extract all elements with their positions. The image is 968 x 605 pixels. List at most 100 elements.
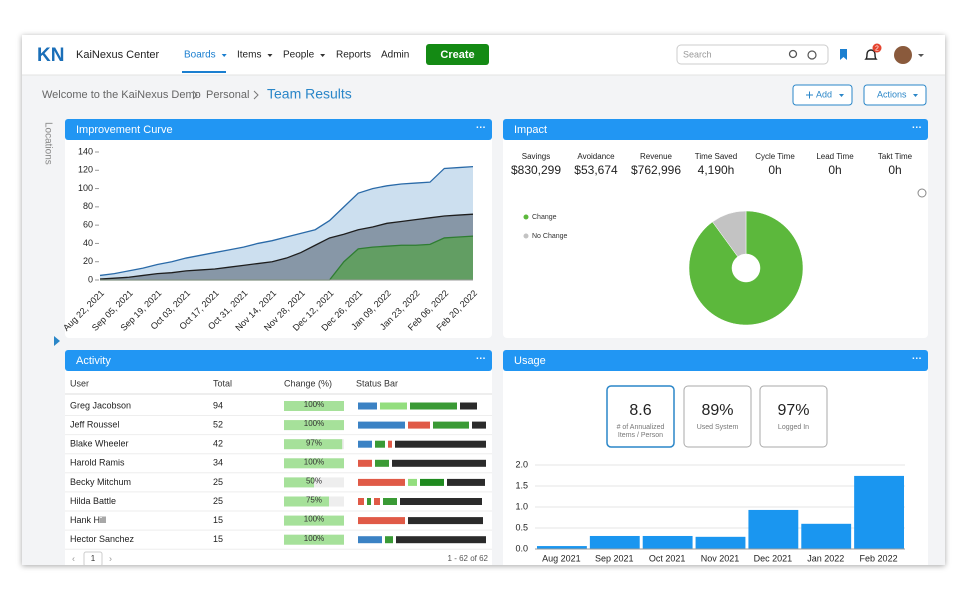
breadcrumb[interactable]: Personal bbox=[206, 89, 249, 101]
panel-menu[interactable]: ··· bbox=[476, 123, 486, 134]
chevron bbox=[192, 90, 198, 100]
change-label: 97% bbox=[306, 438, 322, 447]
search-box[interactable] bbox=[676, 44, 829, 65]
sidebar-toggle[interactable] bbox=[54, 336, 60, 346]
stat-value: 0h bbox=[888, 163, 901, 177]
button[interactable] bbox=[792, 84, 853, 106]
bar bbox=[748, 509, 799, 549]
total: 15 bbox=[213, 534, 223, 544]
status-segment bbox=[383, 498, 397, 505]
sidebar-label: Locations bbox=[42, 122, 53, 165]
total: 25 bbox=[213, 496, 223, 506]
status-segment bbox=[410, 402, 457, 410]
avatar[interactable] bbox=[894, 46, 912, 64]
status-segment bbox=[358, 440, 372, 448]
total: 25 bbox=[213, 477, 223, 487]
page-number: 1 bbox=[91, 554, 96, 563]
column-header: Status Bar bbox=[356, 378, 398, 388]
breadcrumb[interactable]: Welcome to the KaiNexus Demo bbox=[42, 89, 201, 101]
panel-menu[interactable]: ··· bbox=[476, 354, 486, 365]
create-button[interactable] bbox=[426, 44, 489, 65]
bell-icon[interactable] bbox=[864, 49, 878, 60]
user-name[interactable]: Hank Hill bbox=[70, 515, 106, 525]
change-bar bbox=[284, 439, 343, 450]
button-label: Actions bbox=[877, 89, 907, 99]
stat-value: 4,190h bbox=[698, 163, 735, 177]
user-name[interactable]: Hector Sanchez bbox=[70, 534, 135, 544]
panel-header bbox=[503, 350, 928, 371]
search-placeholder: Search bbox=[683, 49, 712, 59]
nav-item[interactable]: People bbox=[283, 50, 315, 61]
user-name[interactable]: Becky Mitchum bbox=[70, 477, 131, 487]
nav-item[interactable]: Admin bbox=[381, 50, 409, 61]
status-segment bbox=[375, 459, 389, 467]
button[interactable] bbox=[863, 84, 927, 106]
y-tick-label: 80 bbox=[83, 201, 93, 211]
stat-label: Time Saved bbox=[695, 152, 737, 161]
user-name[interactable]: Blake Wheeler bbox=[70, 439, 129, 449]
y-tick-label: 120 bbox=[78, 165, 93, 175]
change-bar bbox=[284, 515, 344, 526]
x-tick-label: Oct 2021 bbox=[649, 553, 686, 563]
user-name[interactable]: Greg Jacobson bbox=[70, 400, 131, 410]
stat-label: Cycle Time bbox=[755, 152, 795, 161]
legend-swatch bbox=[523, 214, 529, 220]
stat-card bbox=[759, 385, 828, 448]
stat-value: $762,996 bbox=[631, 163, 681, 177]
x-tick-label: Aug 2021 bbox=[542, 553, 581, 563]
status-segment bbox=[374, 498, 380, 505]
card-label: # of Annualized Items / Person bbox=[616, 424, 665, 439]
panel-menu[interactable]: ··· bbox=[912, 354, 922, 365]
window-content: KN KaiNexus Center Boards Items People Report… bbox=[22, 43, 945, 565]
change-bar bbox=[284, 534, 344, 545]
status-segment bbox=[472, 421, 486, 429]
badge-count: 2 bbox=[875, 45, 879, 52]
status-segment bbox=[375, 440, 385, 448]
change-label: 100% bbox=[304, 534, 324, 543]
y-tick-label: 60 bbox=[83, 220, 93, 230]
bar bbox=[642, 535, 693, 549]
bookmark-icon[interactable] bbox=[840, 49, 847, 60]
status-segment bbox=[395, 440, 486, 448]
panel-header bbox=[65, 350, 492, 371]
caret bbox=[839, 94, 844, 97]
nav-item[interactable]: Reports bbox=[336, 50, 371, 61]
bar bbox=[589, 535, 640, 549]
status-segment bbox=[460, 402, 477, 410]
total: 52 bbox=[213, 419, 223, 429]
status-segment bbox=[396, 536, 486, 544]
user-name[interactable]: Harold Ramis bbox=[70, 458, 125, 468]
status-segment bbox=[367, 498, 371, 505]
stat-label: Lead Time bbox=[816, 152, 854, 161]
page-range: 1 - 62 of 62 bbox=[448, 554, 489, 563]
x-tick-label: Dec 2021 bbox=[754, 553, 793, 563]
stat-label: Savings bbox=[522, 152, 550, 161]
nav-item[interactable]: Boards bbox=[184, 50, 216, 61]
bar bbox=[854, 475, 904, 549]
expand-icon[interactable] bbox=[917, 188, 927, 198]
change-label: 50% bbox=[306, 477, 322, 486]
stat-label: Avoidance bbox=[577, 152, 615, 161]
create-label: Create bbox=[440, 49, 474, 61]
caret bbox=[221, 54, 227, 57]
y-tick-label: 1.0 bbox=[515, 501, 528, 511]
change-bar bbox=[284, 477, 314, 488]
search-icon bbox=[788, 49, 798, 59]
status-segment bbox=[408, 421, 430, 429]
prev[interactable]: ‹ bbox=[72, 553, 75, 563]
user-name[interactable]: Jeff Roussel bbox=[70, 419, 119, 429]
status-segment bbox=[385, 536, 393, 544]
column-header: Total bbox=[213, 378, 232, 388]
user-name[interactable]: Hilda Battle bbox=[70, 496, 116, 506]
pie-slice bbox=[688, 210, 804, 326]
bar bbox=[801, 523, 852, 549]
nav-item[interactable]: Items bbox=[237, 50, 261, 61]
panel-menu[interactable]: ··· bbox=[912, 123, 922, 134]
line bbox=[99, 165, 474, 277]
total: 42 bbox=[213, 439, 223, 449]
next[interactable]: › bbox=[109, 553, 112, 563]
total: 15 bbox=[213, 515, 223, 525]
panel-header bbox=[65, 119, 492, 140]
